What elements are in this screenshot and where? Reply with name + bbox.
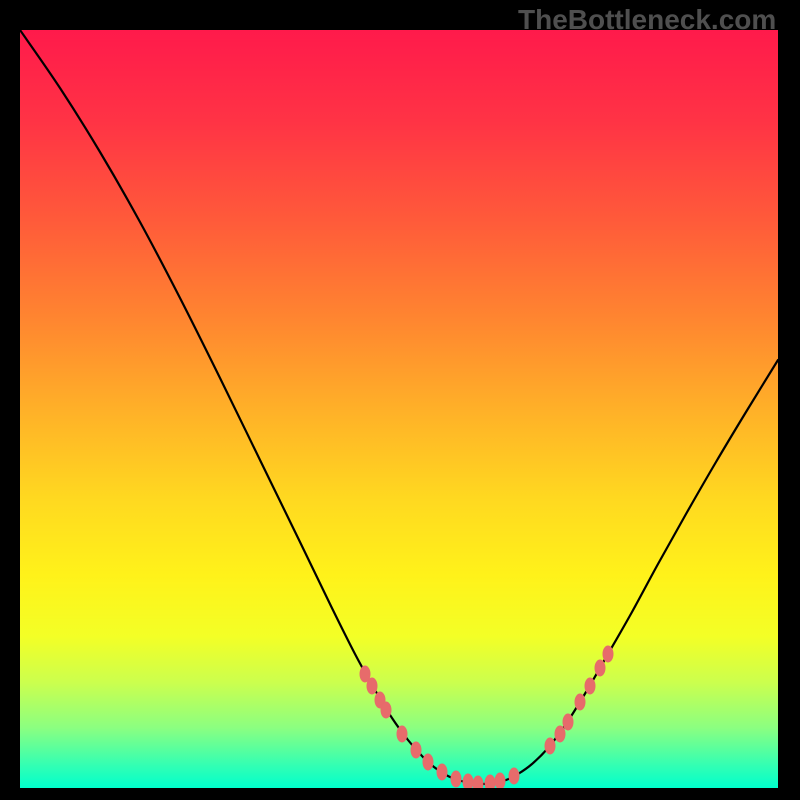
marker-point (555, 726, 565, 742)
marker-point (509, 768, 519, 784)
marker-point (585, 678, 595, 694)
marker-point (397, 726, 407, 742)
marker-point (367, 678, 377, 694)
marker-point (495, 773, 505, 788)
watermark-text: TheBottleneck.com (518, 4, 776, 36)
marker-point (545, 738, 555, 754)
marker-point (411, 742, 421, 758)
chart-frame (20, 30, 778, 788)
marker-point (595, 660, 605, 676)
marker-point (463, 774, 473, 788)
chart-svg (20, 30, 778, 788)
marker-point (381, 702, 391, 718)
marker-point (437, 764, 447, 780)
marker-point (473, 776, 483, 788)
marker-point (451, 771, 461, 787)
marker-point (575, 694, 585, 710)
marker-point (423, 754, 433, 770)
marker-point (563, 714, 573, 730)
chart-background (20, 30, 778, 788)
marker-point (485, 775, 495, 788)
marker-point (603, 646, 613, 662)
